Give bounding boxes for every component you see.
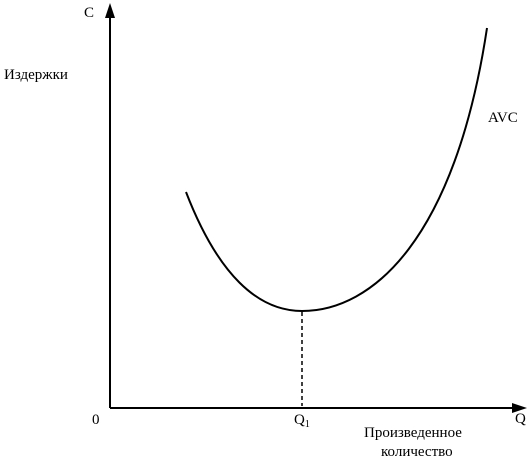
y-axis-symbol: C <box>84 5 94 21</box>
x-axis-symbol: Q <box>515 411 526 427</box>
y-axis-label: Издержки <box>4 67 68 83</box>
y-axis-arrow <box>105 3 115 18</box>
q1-letter: Q <box>294 412 305 428</box>
x-axis-label-line: количество <box>381 444 453 460</box>
x-axis-arrow <box>512 403 527 413</box>
x-axis-label-line: Произведенное <box>364 425 462 441</box>
q1-label: Q1 <box>294 412 310 430</box>
curve-label: AVC <box>488 110 518 126</box>
q1-subscript: 1 <box>305 419 310 430</box>
avc-curve <box>185 27 488 313</box>
origin-label: 0 <box>92 412 100 428</box>
